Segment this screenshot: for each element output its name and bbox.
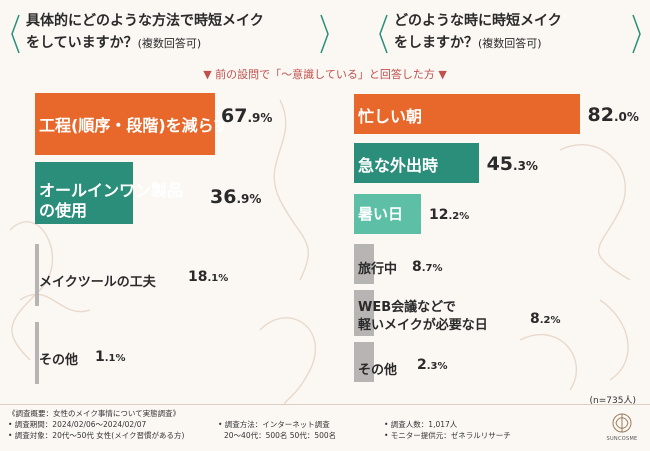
left-value-1: 36.9% <box>210 186 261 208</box>
footer-period: • 調査期間：2024/02/06〜2024/02/07 <box>8 420 147 429</box>
left-question-text: 具体的にどのような方法で時短メイク をしていますか？(複数回答可) <box>26 10 314 55</box>
left-value-3-small: .1% <box>104 353 126 364</box>
footer-method: • 調査方法：インターネット調査 <box>218 420 330 429</box>
right-bar-5 <box>354 342 374 382</box>
footer-title: 《調査概要：女性のメイク事情について実態調査》 <box>8 409 181 418</box>
logo-icon <box>612 413 632 433</box>
right-value-2-big: 12 <box>429 207 449 223</box>
left-label-1-line2: の使用 <box>39 201 88 220</box>
left-label-1-line1: オールインワン製品 <box>39 181 184 200</box>
footer-target: • 調査対象：20代〜50代 女性(メイク習慣がある方) <box>8 431 185 440</box>
right-value-4-small: .2% <box>539 315 561 326</box>
right-bracket-icon <box>379 14 388 54</box>
right-label-5: その他 <box>358 363 398 378</box>
footer-provider: • モニター提供元：ゼネラルリサーチ <box>384 431 511 440</box>
right-value-4-big: 8 <box>530 311 540 327</box>
left-bracket-icon <box>11 14 20 54</box>
footer-count: • 調査人数：1,017人 <box>384 420 458 429</box>
right-bar-1 <box>354 143 479 183</box>
right-bracket-close-icon <box>632 14 641 54</box>
left-bar-2 <box>35 244 39 306</box>
left-bar-1 <box>35 162 133 224</box>
right-value-5-small: .3% <box>426 361 448 372</box>
flourish-decoration <box>9 99 631 404</box>
right-value-3-small: .7% <box>421 263 443 274</box>
left-bracket-close-icon <box>320 14 329 54</box>
footer: 《調査概要：女性のメイク事情について実態調査》 • 調査期間：2024/02/0… <box>0 404 650 451</box>
left-value-2-big: 18 <box>188 269 208 285</box>
right-value-2: 12.2% <box>429 204 469 223</box>
left-value-2: 18.1% <box>188 266 228 285</box>
left-bar-0 <box>35 93 215 155</box>
right-value-0-big: 82 <box>587 104 614 126</box>
left-value-1-small: .9% <box>236 192 262 206</box>
right-value-1: 45.3% <box>487 153 538 175</box>
right-value-5: 2.3% <box>417 354 448 373</box>
right-question-text: どのような時に時短メイク をしますか？(複数回答可) <box>394 10 626 55</box>
right-bar-0 <box>354 94 580 134</box>
sample-size-note: (n=735人) <box>589 396 636 406</box>
left-label-2: メイクツールの工夫 <box>39 275 156 290</box>
right-label-1: 急な外出時 <box>358 156 439 175</box>
right-value-1-big: 45 <box>486 153 514 175</box>
left-value-0-big: 67 <box>221 105 248 127</box>
right-value-2-small: .2% <box>448 211 470 222</box>
right-question-line2: をしますか？ <box>394 35 478 51</box>
right-value-4: 8.2% <box>530 308 561 327</box>
right-bar-2 <box>354 194 421 234</box>
right-bar-4 <box>354 290 374 336</box>
right-value-3: 8.7% <box>412 256 443 275</box>
right-question-line1: どのような時に時短メイク <box>394 13 562 29</box>
left-question-line1: 具体的にどのような方法で時短メイク <box>26 13 264 29</box>
right-value-0-small: .0% <box>613 110 639 124</box>
left-label-1: オールインワン製品 の使用 <box>39 181 183 221</box>
right-question-header: どのような時に時短メイク をしますか？(複数回答可) <box>374 8 644 62</box>
left-value-0-small: .9% <box>247 111 273 125</box>
right-label-2: 暑い日 <box>358 205 404 223</box>
left-value-1-big: 36 <box>210 186 237 208</box>
left-label-3: その他 <box>39 353 79 368</box>
logo-text: SUNCOSME <box>606 436 638 442</box>
right-question-paren: (複数回答可) <box>478 37 542 50</box>
right-value-5-big: 2 <box>417 357 427 373</box>
right-label-4-line2: 軽いメイクが必要な日 <box>358 318 488 333</box>
respondent-note: ▼ 前の設問で「〜意識している」と回答した方 ▼ <box>203 68 447 81</box>
right-value-3-big: 8 <box>412 259 422 275</box>
left-value-0: 67.9% <box>221 105 272 127</box>
right-bar-3 <box>354 244 374 284</box>
left-question-paren: (複数回答可) <box>137 37 202 50</box>
left-value-2-small: .1% <box>207 273 229 284</box>
left-question-header: 具体的にどのような方法で時短メイク をしていますか？(複数回答可) <box>6 8 332 62</box>
right-label-4: WEB会議などで 軽いメイクが必要な日 <box>358 299 488 335</box>
left-question-line2: をしていますか？ <box>26 35 138 51</box>
brand-logo: SUNCOSME <box>600 410 644 446</box>
right-label-3: 旅行中 <box>358 262 398 277</box>
left-value-3-big: 1 <box>95 349 105 365</box>
left-label-0: 工程(順序・段階)を減らす <box>39 116 230 135</box>
left-bar-3 <box>35 322 39 384</box>
right-value-1-small: .3% <box>513 159 538 173</box>
right-label-0: 忙しい朝 <box>358 107 423 126</box>
left-value-3: 1.1% <box>95 346 126 365</box>
right-label-4-line1: WEB会議などで <box>358 300 456 315</box>
footer-ages: 20〜40代：500名 50代：500名 <box>224 431 337 440</box>
right-value-0: 82.0% <box>588 104 639 126</box>
